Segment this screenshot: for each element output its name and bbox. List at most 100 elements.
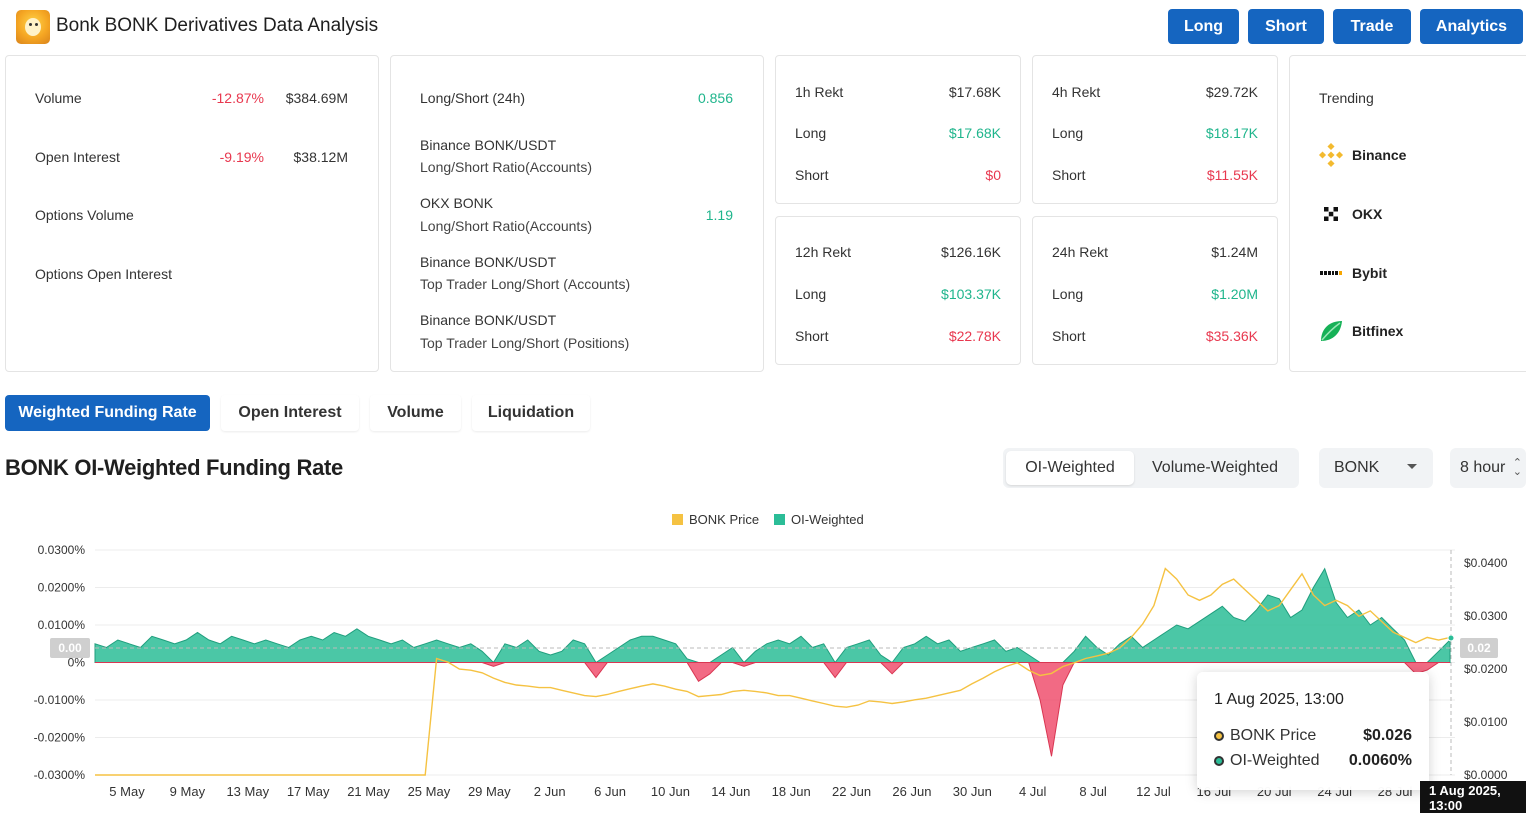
- y-right-cursor-label: 0.02: [1467, 641, 1491, 655]
- rekt-1h-label: 1h Rekt: [795, 84, 844, 100]
- trending-okx[interactable]: OKX: [1318, 201, 1382, 227]
- tooltip-price-row: BONK Price: [1214, 727, 1316, 745]
- symbol-select[interactable]: BONK: [1319, 448, 1433, 488]
- oi-weighted-button[interactable]: OI-Weighted: [1006, 451, 1134, 485]
- y-left-tick-label: 0.0300%: [38, 543, 86, 557]
- trade-button[interactable]: Trade: [1333, 9, 1411, 44]
- options-volume-label: Options Volume: [35, 207, 134, 223]
- rekt-1h-short: $0: [985, 167, 1001, 183]
- trending-bitfinex-label: Bitfinex: [1352, 323, 1404, 339]
- rekt-4h-total: $29.72K: [1205, 84, 1258, 100]
- rekt-4h-label: 4h Rekt: [1052, 84, 1101, 100]
- rekt-12h-short-label: Short: [795, 328, 829, 344]
- x-tick-label: 12 Jul: [1136, 784, 1171, 799]
- okx-ratio-title: OKX BONK: [420, 195, 494, 211]
- top-trader-accounts-title: Binance BONK/USDT: [420, 254, 557, 270]
- rekt-24h-label: 24h Rekt: [1052, 244, 1109, 260]
- rekt-1h-card: 1h Rekt $17.68K Long $17.68K Short $0: [775, 55, 1021, 204]
- y-left-tick-label: 0%: [68, 656, 86, 670]
- top-trader-positions-title: Binance BONK/USDT: [420, 312, 557, 328]
- oi-cursor-point: [1447, 634, 1455, 642]
- page-title: Bonk BONK Derivatives Data Analysis: [56, 15, 379, 36]
- volume-label: Volume: [35, 90, 82, 106]
- trending-bybit-label: Bybit: [1352, 265, 1387, 281]
- interval-select[interactable]: 8 hour ⌃ ⌄: [1450, 448, 1526, 488]
- legend-oi-swatch: [774, 514, 785, 525]
- market-stats-card: Volume -12.87% $384.69M Open Interest -9…: [5, 55, 379, 372]
- rekt-4h-long-label: Long: [1052, 125, 1084, 141]
- binance-ratio-sub: Long/Short Ratio(Accounts): [420, 159, 592, 175]
- rekt-12h-short: $22.78K: [948, 328, 1001, 344]
- weighting-toggle: OI-Weighted Volume-Weighted: [1003, 448, 1299, 488]
- open-interest-label: Open Interest: [35, 149, 120, 165]
- x-tick-label: 9 May: [170, 784, 206, 799]
- y-left-tick-label: -0.0200%: [34, 731, 86, 745]
- okx-ratio-value: 1.19: [705, 207, 733, 223]
- trending-card: Trending Binance OKX: [1289, 55, 1526, 372]
- tab-weighted-funding-rate[interactable]: Weighted Funding Rate: [5, 395, 210, 431]
- x-tick-label: 4 Jul: [1019, 784, 1047, 799]
- tooltip-oi-row: OI-Weighted: [1214, 752, 1320, 770]
- rekt-24h-total: $1.24M: [1211, 244, 1258, 260]
- rekt-4h-card: 4h Rekt $29.72K Long $18.17K Short $11.5…: [1032, 55, 1278, 204]
- y-right-cursor-badge: [1460, 638, 1498, 658]
- volume-value: $384.69M: [285, 90, 348, 106]
- tooltip-price-label: BONK Price: [1230, 727, 1317, 744]
- analytics-button[interactable]: Analytics: [1420, 9, 1523, 44]
- volume-change: -12.87%: [211, 90, 264, 106]
- open-interest-change: -9.19%: [219, 149, 264, 165]
- bonk-logo-icon: [16, 10, 50, 44]
- y-right-tick-label: $0.0300: [1464, 609, 1508, 623]
- volume-weighted-button[interactable]: Volume-Weighted: [1152, 459, 1278, 476]
- y-right-tick-label: $0.0200: [1464, 662, 1508, 676]
- long-short-24h-label: Long/Short (24h): [420, 90, 526, 106]
- x-tick-label: 26 Jun: [892, 784, 931, 799]
- trending-bitfinex[interactable]: Bitfinex: [1318, 318, 1403, 344]
- top-trader-positions-sub: Top Trader Long/Short (Positions): [420, 335, 630, 351]
- trending-binance[interactable]: Binance: [1318, 142, 1406, 168]
- rekt-24h-card: 24h Rekt $1.24M Long $1.20M Short $35.36…: [1032, 216, 1278, 365]
- x-tick-label: 25 May: [408, 784, 451, 799]
- rekt-12h-label: 12h Rekt: [795, 244, 852, 260]
- y-left-cursor-label: 0.00: [58, 641, 82, 655]
- options-open-interest-label: Options Open Interest: [35, 266, 172, 282]
- long-button[interactable]: Long: [1168, 9, 1239, 44]
- tab-liquidation[interactable]: Liquidation: [472, 395, 590, 431]
- top-trader-accounts-sub: Top Trader Long/Short (Accounts): [420, 276, 631, 292]
- oi-negative-area: [95, 662, 1450, 757]
- open-interest-value: $38.12M: [293, 149, 348, 165]
- trending-okx-label: OKX: [1352, 206, 1383, 222]
- x-tick-label: 5 May: [109, 784, 145, 799]
- legend-oi-label: OI-Weighted: [791, 512, 864, 527]
- x-tick-label: 8 Jul: [1079, 784, 1107, 799]
- tab-volume[interactable]: Volume: [370, 395, 461, 431]
- y-right-tick-label: $0.0100: [1464, 715, 1508, 729]
- y-left-tick-label: 0.0200%: [38, 581, 86, 595]
- rekt-4h-short: $11.55K: [1206, 167, 1258, 183]
- x-tick-label: 21 May: [347, 784, 390, 799]
- bitfinex-icon: [1318, 318, 1344, 344]
- rekt-12h-total: $126.16K: [941, 244, 1001, 260]
- tab-open-interest[interactable]: Open Interest: [221, 395, 359, 431]
- rekt-1h-total: $17.68K: [948, 84, 1001, 100]
- rekt-1h-long: $17.68K: [948, 125, 1001, 141]
- y-right-tick-label: $0.0400: [1464, 556, 1508, 570]
- rekt-24h-long-label: Long: [1052, 286, 1084, 302]
- trending-binance-label: Binance: [1352, 147, 1407, 163]
- rekt-12h-card: 12h Rekt $126.16K Long $103.37K Short $2…: [775, 216, 1021, 365]
- rekt-4h-long: $18.17K: [1205, 125, 1258, 141]
- y-left-tick-label: 0.0100%: [38, 618, 86, 632]
- x-tick-label: 10 Jun: [651, 784, 690, 799]
- rekt-12h-long: $103.37K: [941, 286, 1001, 302]
- tooltip-date: 1 Aug 2025, 13:00: [1214, 691, 1344, 708]
- x-tick-label: 22 Jun: [832, 784, 871, 799]
- y-left-cursor-badge: [50, 638, 90, 658]
- funding-rate-chart[interactable]: BONK Price OI-Weighted 0.0300% 0.0200% 0.010…: [0, 500, 1526, 813]
- x-tick-label: 14 Jun: [711, 784, 750, 799]
- trending-bybit[interactable]: Bybit: [1318, 260, 1387, 286]
- price-dot-icon: [1214, 731, 1224, 741]
- tooltip-oi-label: OI-Weighted: [1230, 752, 1320, 769]
- y-left-tick-label: -0.0300%: [34, 768, 86, 782]
- symbol-select-value: BONK: [1334, 459, 1380, 476]
- short-button[interactable]: Short: [1248, 9, 1324, 44]
